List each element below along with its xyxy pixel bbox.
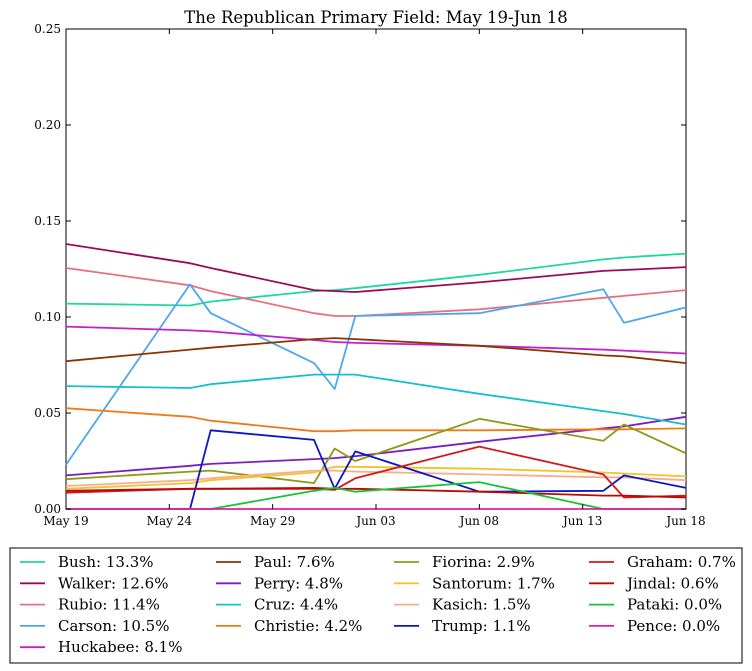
legend-label: Walker: 12.6% (58, 574, 168, 592)
legend-label: Santorum: 1.7% (432, 574, 555, 592)
legend-label: Fiorina: 2.9% (432, 553, 535, 571)
legend-label: Christie: 4.2% (254, 617, 362, 635)
legend-entry-perry: Perry: 4.8% (216, 574, 343, 592)
y-tick-label: 0.05 (34, 406, 61, 420)
legend-label: Paul: 7.6% (254, 553, 335, 571)
series-line-christie (65, 407, 687, 433)
legend-entry-bush: Bush: 13.3% (20, 553, 154, 571)
legend-label: Jindal: 0.6% (625, 574, 719, 592)
x-tick-label: Jun 13 (561, 514, 602, 528)
legend-entry-cruz: Cruz: 4.4% (216, 596, 338, 614)
axis-ticks: 0.00 0.05 0.10 0.15 0.20 0.25 May 19 May 24 May … (34, 22, 705, 528)
legend-entry-graham: Graham: 0.7% (589, 553, 736, 571)
legend-entry-huckabee: Huckabee: 8.1% (20, 638, 182, 656)
legend-label: Trump: 1.1% (432, 617, 531, 635)
plot-frame (65, 28, 687, 510)
legend-label: Carson: 10.5% (58, 617, 169, 635)
y-tick-label: 0.00 (34, 502, 61, 516)
legend-entry-carson: Carson: 10.5% (20, 617, 169, 635)
series-line-cruz (65, 373, 687, 426)
legend-label: Bush: 13.3% (58, 553, 154, 571)
x-tick-label: Jun 08 (458, 514, 499, 528)
y-tick-label: 0.25 (34, 22, 61, 36)
x-tick-label: May 19 (43, 514, 88, 528)
legend-entry-jindal: Jindal: 0.6% (589, 574, 719, 592)
x-tick-label: Jun 18 (664, 514, 705, 528)
x-tick-label: May 29 (250, 514, 295, 528)
legend-entry-fiorina: Fiorina: 2.9% (394, 553, 535, 571)
legend: Bush: 13.3% Walker: 12.6% Rubio: 11.4% Cars… (9, 547, 743, 664)
legend-entry-rubio: Rubio: 11.4% (20, 596, 160, 614)
series-lines (65, 243, 687, 510)
legend-entry-walker: Walker: 12.6% (20, 574, 168, 592)
legend-label: Kasich: 1.5% (432, 596, 531, 614)
series-line-santorum (65, 465, 687, 490)
legend-entry-christie: Christie: 4.2% (216, 617, 362, 635)
legend-label: Pataki: 0.0% (627, 596, 722, 614)
legend-label: Rubio: 11.4% (58, 596, 160, 614)
legend-entry-pataki: Pataki: 0.0% (589, 596, 722, 614)
legend-entry-trump: Trump: 1.1% (394, 617, 531, 635)
series-line-carson (65, 283, 687, 466)
x-tick-label: Jun 03 (354, 514, 395, 528)
legend-label: Huckabee: 8.1% (58, 638, 182, 656)
series-line-walker (65, 243, 687, 293)
legend-label: Perry: 4.8% (254, 574, 343, 592)
legend-entry-pence: Pence: 0.0% (589, 617, 720, 635)
legend-label: Cruz: 4.4% (254, 596, 338, 614)
legend-box (9, 547, 743, 664)
series-line-paul (65, 337, 687, 364)
series-line-bush (65, 252, 687, 307)
legend-label: Pence: 0.0% (627, 617, 720, 635)
series-line-rubio (65, 267, 687, 317)
chart-title: The Republican Primary Field: May 19-Jun… (184, 8, 567, 27)
legend-entry-kasich: Kasich: 1.5% (394, 596, 531, 614)
y-tick-label: 0.10 (34, 310, 61, 324)
series-line-huckabee (65, 325, 687, 355)
x-tick-label: May 24 (147, 514, 193, 528)
series-line-jindal (65, 486, 687, 499)
legend-entry-paul: Paul: 7.6% (216, 553, 335, 571)
series-line-trump (66, 429, 687, 510)
legend-entry-santorum: Santorum: 1.7% (394, 574, 555, 592)
y-tick-label: 0.20 (34, 118, 61, 132)
series-line-perry (65, 415, 687, 477)
legend-label: Graham: 0.7% (627, 553, 736, 571)
y-tick-label: 0.15 (34, 214, 61, 228)
